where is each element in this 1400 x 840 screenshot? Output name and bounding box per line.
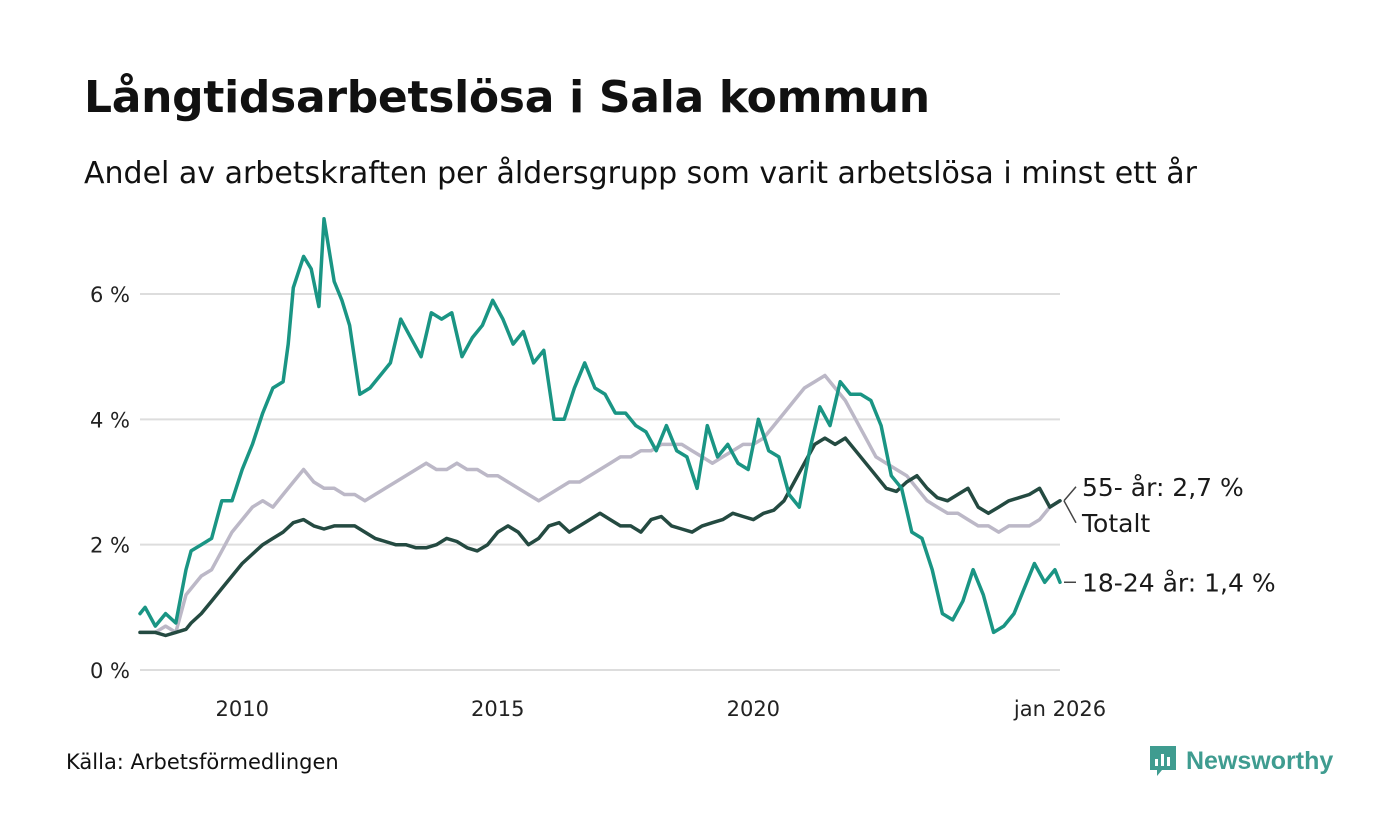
y-tick-label: 2 %	[90, 534, 130, 558]
brand-logo[interactable]: Newsworthy	[1148, 744, 1333, 778]
x-tick-label: jan 2026	[1013, 697, 1106, 721]
x-axis: 2010 2015 2020 jan 2026	[215, 697, 1106, 721]
series-line-youth	[140, 219, 1060, 633]
y-tick-label: 0 %	[90, 659, 130, 683]
end-label-total: Totalt	[1081, 509, 1150, 538]
line-chart: 0 % 2 % 4 % 6 % 2010 2015 2020 jan 2026 55- år…	[0, 0, 1400, 840]
end-label-youth: 18-24 år: 1,4 %	[1082, 568, 1276, 597]
y-tick-label: 4 %	[90, 408, 130, 432]
x-tick-label: 2010	[215, 697, 268, 721]
x-tick-label: 2015	[471, 697, 524, 721]
x-tick-label: 2020	[727, 697, 780, 721]
end-label-connector	[1064, 487, 1076, 501]
y-axis: 0 % 2 % 4 % 6 %	[90, 283, 130, 683]
source-note: Källa: Arbetsförmedlingen	[66, 750, 339, 774]
end-label-older: 55- år: 2,7 %	[1082, 473, 1244, 502]
series-lines	[140, 219, 1060, 636]
end-labels: 55- år: 2,7 % Totalt 18-24 år: 1,4 %	[1064, 473, 1276, 597]
y-tick-label: 6 %	[90, 283, 130, 307]
end-label-connector	[1064, 501, 1076, 523]
brand-name: Newsworthy	[1186, 747, 1333, 776]
newsworthy-logo-icon	[1148, 744, 1178, 778]
series-line-older	[140, 376, 1060, 633]
